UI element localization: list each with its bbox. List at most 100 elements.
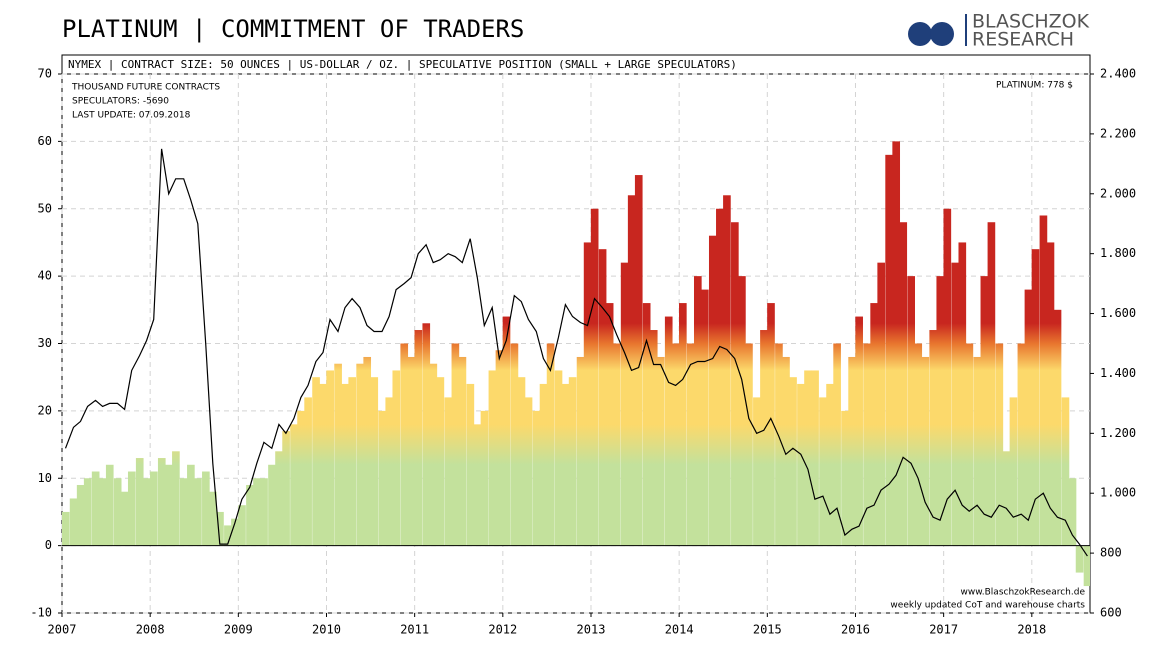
bar — [502, 316, 511, 546]
bar — [458, 356, 467, 546]
bar — [451, 343, 460, 546]
bar — [885, 154, 893, 546]
bar — [561, 383, 570, 546]
bar — [319, 383, 327, 546]
bar — [723, 195, 731, 546]
bar — [1024, 289, 1033, 546]
bar — [363, 356, 372, 546]
bar — [958, 242, 967, 546]
x-tick-label: 2009 — [224, 623, 253, 637]
y2-tick-label: 600 — [1100, 606, 1122, 620]
bar — [246, 484, 254, 546]
bar — [532, 410, 541, 546]
bar — [634, 175, 643, 546]
y-tick-label: 50 — [38, 201, 52, 215]
y-tick-label: -10 — [30, 606, 52, 620]
bar — [701, 289, 709, 546]
bar — [517, 377, 526, 546]
bar — [466, 383, 475, 546]
bar — [649, 330, 658, 546]
bar — [304, 397, 312, 546]
y-tick-label: 70 — [38, 67, 52, 81]
bar — [1061, 397, 1070, 546]
logo-text: BLASCHZOK — [972, 11, 1090, 33]
bar — [495, 350, 504, 546]
bar — [282, 431, 290, 546]
bar — [187, 464, 195, 546]
x-tick-label: 2010 — [312, 623, 341, 637]
bar — [929, 330, 938, 546]
logo-text: RESEARCH — [972, 29, 1074, 51]
bar — [150, 471, 158, 546]
bar — [224, 525, 232, 546]
bar — [135, 458, 144, 546]
x-tick-label: 2013 — [577, 623, 606, 637]
bar — [914, 343, 923, 546]
x-tick-label: 2014 — [665, 623, 694, 637]
bar — [848, 356, 856, 546]
bar — [789, 377, 797, 546]
bar — [943, 208, 952, 546]
y2-tick-label: 2.000 — [1100, 186, 1136, 200]
bar — [804, 370, 812, 546]
bar — [664, 316, 673, 546]
bar — [863, 343, 871, 546]
logo-icon — [908, 22, 932, 46]
plot-area — [62, 141, 1090, 587]
bar — [819, 397, 827, 546]
y2-tick-label: 1.200 — [1100, 426, 1136, 440]
bar — [980, 276, 989, 546]
bar — [693, 276, 702, 546]
y2-tick-label: 1.800 — [1100, 246, 1136, 260]
bar — [179, 478, 188, 546]
bar — [841, 410, 849, 546]
bar — [414, 330, 423, 546]
bar — [422, 323, 431, 546]
bar — [877, 262, 886, 546]
x-tick-label: 2008 — [136, 623, 165, 637]
bar — [275, 451, 283, 546]
bar — [642, 303, 651, 546]
bar — [62, 511, 70, 546]
bar — [480, 410, 489, 546]
bar — [385, 397, 394, 546]
x-tick-label: 2016 — [841, 623, 870, 637]
bar — [767, 303, 775, 546]
bar — [708, 235, 717, 546]
bar — [1046, 242, 1055, 546]
bar — [113, 478, 122, 546]
bar — [590, 208, 599, 546]
bar — [995, 343, 1004, 546]
bar — [76, 484, 85, 546]
annotation: SPECULATORS: -5690 — [72, 97, 169, 107]
x-tick-label: 2011 — [400, 623, 429, 637]
y2-tick-label: 2.200 — [1100, 126, 1136, 140]
bar — [671, 343, 680, 546]
bar — [892, 141, 901, 546]
bar — [987, 222, 996, 546]
bar — [312, 377, 320, 546]
bar — [738, 276, 746, 546]
bar — [1009, 397, 1018, 546]
bar — [444, 397, 453, 546]
bar — [899, 222, 908, 546]
bar — [83, 478, 92, 546]
bar — [105, 464, 114, 546]
logo-icon — [930, 22, 954, 46]
y2-tick-label: 1.600 — [1100, 306, 1136, 320]
bar — [1068, 478, 1077, 546]
bar — [238, 505, 246, 546]
bar — [620, 262, 629, 546]
bar — [326, 370, 334, 546]
price-line — [64, 148, 1088, 557]
bar — [605, 303, 614, 546]
bar — [400, 343, 409, 546]
bar — [598, 249, 607, 546]
bar — [209, 491, 217, 546]
bar — [127, 471, 136, 546]
bar — [679, 303, 687, 546]
bar — [231, 518, 239, 546]
bar — [1053, 309, 1062, 546]
bar — [370, 377, 379, 546]
